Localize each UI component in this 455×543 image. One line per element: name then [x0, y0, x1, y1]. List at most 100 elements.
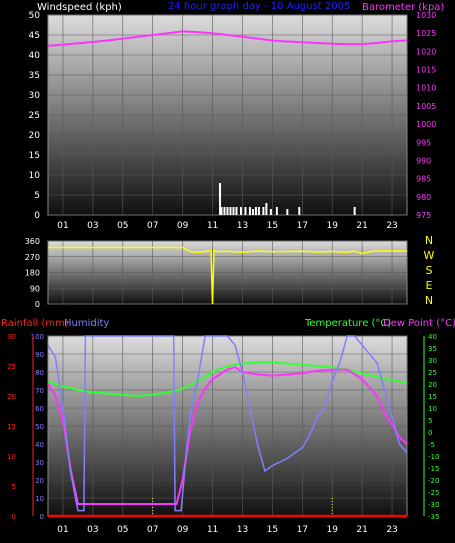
windspeed-tick: 35 [29, 71, 40, 81]
rainfall-tick: 15 [7, 423, 16, 431]
temperature-tick: 35 [428, 345, 437, 353]
temperature-tick: 5 [428, 417, 432, 425]
compass-label: N [425, 234, 433, 247]
windspeed-tick: 40 [29, 51, 41, 61]
barometer-tick: 985 [416, 175, 431, 184]
barometer-tick: 1015 [416, 66, 436, 75]
humidity-tick: 0 [40, 513, 44, 521]
rainfall-tick-labels: 0 5 10 15 20 25 30 [7, 333, 16, 521]
barometer-tick: 1030 [416, 11, 436, 20]
x-tick: 09 [177, 525, 189, 535]
x-tick: 15 [267, 221, 278, 231]
windspeed-tick: 10 [29, 171, 41, 181]
temperature-tick: 40 [428, 333, 437, 341]
x-tick: 11 [207, 221, 218, 231]
windspeed-bar [232, 207, 235, 215]
windspeed-bar [257, 207, 260, 215]
windspeed-bar [298, 207, 301, 215]
humidity-tick: 60 [35, 405, 44, 413]
rainfall-axis-title: Rainfall (mm) [1, 318, 69, 329]
x-tick: 05 [117, 221, 128, 231]
windspeed-tick: 25 [29, 111, 40, 121]
humidity-x-tick-labels: 01 03 05 07 09 11 13 15 17 19 21 23 [57, 525, 398, 535]
humidity-tick: 80 [35, 369, 44, 377]
humidity-tick: 30 [35, 459, 44, 467]
direction-tick: 360 [25, 237, 40, 246]
rainfall-tick: 5 [12, 483, 16, 491]
barometer-tick: 1020 [416, 47, 436, 56]
humidity-axis-title: Humidity [64, 318, 109, 329]
windspeed-bar [275, 207, 278, 215]
temperature-tick: 15 [428, 393, 437, 401]
barometer-tick: 1010 [416, 84, 436, 93]
humidity-tick: 100 [31, 333, 44, 341]
direction-tick: 0 [35, 300, 40, 309]
windspeed-bar [254, 207, 257, 215]
direction-tick-labels: 0 90 180 270 360 [25, 237, 40, 309]
temperature-tick: -5 [428, 441, 435, 449]
x-tick: 13 [237, 221, 248, 231]
windspeed-tick: 0 [34, 211, 40, 221]
x-tick: 01 [57, 221, 68, 231]
temperature-axis-title: Temperature (°C) [304, 318, 391, 329]
temperature-tick: 25 [428, 369, 437, 377]
barometer-tick: 990 [416, 156, 431, 165]
barometer-tick: 1000 [416, 120, 436, 129]
x-tick: 19 [326, 221, 338, 231]
windspeed-bar [262, 207, 265, 215]
x-tick: 03 [87, 221, 98, 231]
windspeed-bar [251, 209, 254, 215]
dotted-markers [152, 498, 333, 516]
windspeed-bar [235, 207, 238, 215]
temperature-tick: 0 [428, 429, 432, 437]
windspeed-bar [219, 183, 222, 215]
windspeed-bar [223, 207, 226, 215]
x-tick: 21 [356, 221, 367, 231]
barometer-axis-title: Barometer (kpa) [362, 2, 444, 13]
barometer-tick-labels: 975 980 985 990 995 1000 1005 1010 1015 1020 1025 1… [416, 11, 436, 220]
windspeed-tick: 5 [34, 191, 40, 201]
compass-label: S [426, 264, 433, 277]
humidity-tick-labels: 0 10 20 30 40 50 60 70 80 90 100 [31, 333, 44, 521]
compass-label: W [424, 249, 435, 262]
barometer-tick: 1025 [416, 29, 436, 38]
rainfall-tick: 0 [12, 513, 16, 521]
x-tick: 03 [87, 525, 98, 535]
x-tick: 09 [177, 221, 189, 231]
windspeed-bar [220, 207, 223, 215]
temperature-tick: -20 [428, 477, 439, 485]
direction-tick: 270 [25, 253, 40, 262]
temperature-tick: -30 [428, 501, 439, 509]
rainfall-tick: 25 [7, 363, 16, 371]
temperature-tick-labels: -35 -30 -25 -20 -15 -10 -5 0 5 10 15 20 25 30 35 40 [428, 333, 439, 521]
windspeed-bars [219, 183, 356, 215]
windspeed-bar [265, 203, 268, 215]
humidity-tick: 50 [35, 423, 44, 431]
humidity-tick: 70 [35, 387, 44, 395]
direction-tick: 90 [30, 284, 40, 293]
temperature-tick: 10 [428, 405, 437, 413]
rainfall-tick: 10 [7, 453, 16, 461]
compass-label: N [425, 294, 433, 307]
temperature-tick: 20 [428, 381, 437, 389]
temperature-tick: -35 [428, 513, 439, 521]
x-tick: 17 [297, 221, 308, 231]
wind-x-tick-labels: 01 03 05 07 09 11 13 15 17 19 21 23 [57, 221, 398, 231]
windspeed-tick: 15 [29, 151, 40, 161]
direction-tick: 180 [25, 269, 40, 278]
x-tick: 07 [147, 221, 158, 231]
x-tick: 13 [237, 525, 248, 535]
x-tick: 11 [207, 525, 218, 535]
windspeed-tick-labels: 0 5 10 15 20 25 30 35 40 45 50 [29, 11, 41, 221]
windspeed-bar [226, 207, 229, 215]
windspeed-tick: 30 [29, 91, 41, 101]
windspeed-bar [229, 207, 232, 215]
windspeed-tick: 20 [29, 131, 41, 141]
compass-label: E [426, 279, 433, 292]
windspeed-bar [248, 207, 251, 215]
windspeed-bar [286, 209, 289, 215]
temperature-tick: -10 [428, 453, 439, 461]
dewpoint-axis-title: Dew Point (°C) [383, 318, 455, 329]
